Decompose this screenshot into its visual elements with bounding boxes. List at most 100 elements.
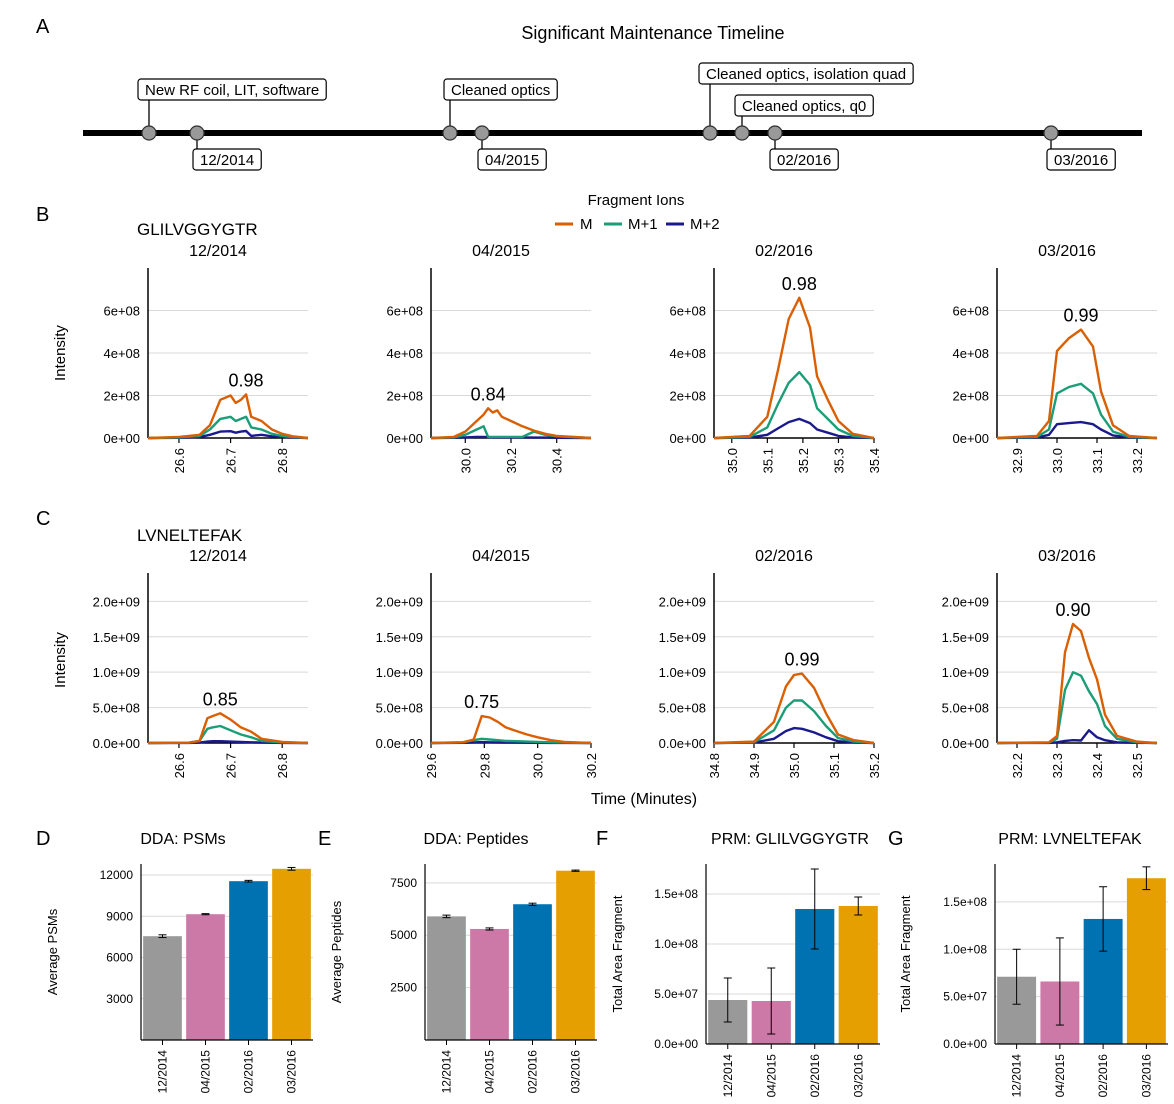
y-axis-title: Total Area Fragment — [610, 895, 625, 1012]
timeline-event-label: 04/2015 — [485, 152, 539, 169]
facet-12-2014: 12/2014 0e+00 2e+08 4e+08 6e+08 26.6 26.7 26.8 0… — [103, 243, 309, 473]
y-tick-label: 3000 — [106, 992, 133, 1006]
x-tick-label: 26.6 — [172, 448, 187, 473]
facet-title: 04/2015 — [472, 548, 530, 565]
y-tick-label: 2e+08 — [386, 389, 423, 404]
panel-letter-g: G — [888, 828, 904, 850]
timeline-node — [734, 125, 750, 141]
x-tick-label: 02/2016 — [808, 1054, 822, 1098]
series-m2-line — [996, 729, 1158, 745]
timeline-event-label: 03/2016 — [1054, 152, 1108, 169]
timeline-event-box — [477, 148, 547, 171]
series-m2-line — [147, 740, 309, 745]
facet-04-2015: 04/2015 0e+00 2e+08 4e+08 6e+08 30.0 30.2 30.4 0… — [386, 243, 592, 473]
y-tick-label: 0e+00 — [669, 431, 706, 446]
correlation-annotation: 0.99 — [1063, 306, 1098, 326]
y-tick-label: 6e+08 — [386, 304, 423, 319]
y-axis-title: Average PSMs — [45, 908, 60, 995]
x-tick-label: 03/2016 — [851, 1054, 865, 1098]
timeline-event-label: Cleaned optics, q0 — [742, 98, 866, 115]
y-tick-label: 2.0e+09 — [93, 594, 140, 609]
panel-letter-a: A — [36, 16, 50, 38]
y-tick-label: 1.5e+09 — [93, 630, 140, 645]
bar-04-2015 — [470, 928, 509, 1040]
correlation-annotation: 0.99 — [784, 650, 819, 670]
x-tick-label: 35.0 — [725, 448, 740, 473]
facet-title: 12/2014 — [189, 548, 247, 565]
series-m-line — [147, 712, 309, 745]
series-m1-line — [996, 671, 1158, 745]
x-tick-label: 29.6 — [424, 753, 439, 778]
bar-03-2016 — [838, 906, 878, 1044]
bar-chart-title: PRM: GLILVGGYGTR — [711, 831, 869, 848]
y-tick-label: 4e+08 — [669, 346, 706, 361]
series-m1-line — [147, 415, 309, 440]
series-m2-line — [713, 726, 875, 745]
y-tick-label: 1.0e+09 — [659, 665, 706, 680]
timeline-event-label: Cleaned optics — [451, 82, 550, 99]
facet-title: 02/2016 — [755, 548, 813, 565]
x-tick-label: 04/2015 — [1053, 1054, 1067, 1098]
bar-03-2016 — [1126, 878, 1166, 1044]
x-tick-label: 33.1 — [1090, 448, 1105, 473]
y-tick-label: 6e+08 — [103, 304, 140, 319]
y-tick-label: 1.5e+09 — [942, 630, 989, 645]
correlation-annotation: 0.98 — [229, 370, 264, 390]
bar-12-2014 — [143, 936, 182, 1040]
x-tick-label: 35.3 — [831, 448, 846, 473]
x-tick-label: 30.2 — [584, 753, 599, 778]
x-tick-label: 32.2 — [1010, 753, 1025, 778]
facet-title: 12/2014 — [189, 243, 247, 260]
timeline-event-box — [769, 148, 839, 171]
bar-chart-title: DDA: PSMs — [140, 831, 225, 848]
y-tick-label: 0e+00 — [103, 431, 140, 446]
timeline-event-box — [1046, 148, 1116, 171]
panel-g-prm-lvneltefak: PRM: LVNELTEFAK Total Area Fragment 0.0e+0… — [898, 831, 1168, 1097]
x-tick-label: 33.2 — [1130, 448, 1145, 473]
x-tick-label: 12/2014 — [1010, 1054, 1024, 1098]
series-m-line — [713, 672, 875, 745]
bar-03-2016 — [272, 868, 311, 1040]
timeline-event-box — [192, 148, 262, 171]
y-tick-label: 0.0e+00 — [659, 736, 706, 751]
x-tick-label: 12/2014 — [156, 1050, 170, 1094]
facet-12-2014: 12/2014 0.0e+00 5.0e+08 1.0e+09 1.5e+09 2.0e+… — [93, 548, 309, 778]
x-tick-label: 02/2016 — [242, 1050, 256, 1094]
legend-title: Fragment Ions — [588, 192, 685, 209]
panel-c-intensity-facets: 12/2014 0.0e+00 5.0e+08 1.0e+09 1.5e+09 2.0e+… — [93, 548, 1158, 778]
y-tick-label: 2.0e+09 — [376, 594, 423, 609]
y-tick-label: 1.5e+09 — [659, 630, 706, 645]
x-tick-label: 32.3 — [1050, 753, 1065, 778]
panel-f-prm-glilvggygtr: PRM: GLILVGGYGTR Total Area Fragment 0.0e+… — [610, 831, 880, 1097]
peptide-label-c: LVNELTEFAK — [137, 526, 243, 545]
timeline-event-label: Cleaned optics, isolation quad — [706, 66, 906, 83]
series-m1-line — [713, 699, 875, 745]
y-tick-label: 2e+08 — [952, 389, 989, 404]
y-tick-label: 0e+00 — [386, 431, 423, 446]
y-tick-label: 4e+08 — [386, 346, 423, 361]
panel-letter-f: F — [596, 828, 608, 850]
y-tick-label: 0e+00 — [952, 431, 989, 446]
correlation-annotation: 0.84 — [471, 384, 506, 404]
x-tick-label: 04/2015 — [483, 1050, 497, 1094]
y-axis-title: Average Peptides — [329, 900, 344, 1003]
correlation-annotation: 0.90 — [1055, 600, 1090, 620]
x-tick-label: 30.0 — [458, 448, 473, 473]
series-m-line — [713, 296, 875, 440]
y-tick-label: 2e+08 — [103, 389, 140, 404]
y-tick-label: 7500 — [390, 876, 417, 890]
x-tick-label: 33.0 — [1050, 448, 1065, 473]
x-tick-label: 35.1 — [827, 753, 842, 778]
legend-label-m1: M+1 — [628, 216, 658, 233]
timeline-node — [189, 125, 205, 141]
bar-chart-title: PRM: LVNELTEFAK — [998, 831, 1142, 848]
y-axis-title-b: Intensity — [52, 325, 69, 381]
y-tick-label: 1.0e+09 — [93, 665, 140, 680]
x-tick-label: 02/2016 — [526, 1050, 540, 1094]
panel-b-intensity-facets: 12/2014 0e+00 2e+08 4e+08 6e+08 26.6 26.7 26.8 0… — [103, 243, 1158, 473]
y-tick-label: 1.0e+09 — [942, 665, 989, 680]
timeline-node — [767, 125, 783, 141]
series-m-line — [996, 622, 1158, 745]
x-tick-label: 03/2016 — [285, 1050, 299, 1094]
